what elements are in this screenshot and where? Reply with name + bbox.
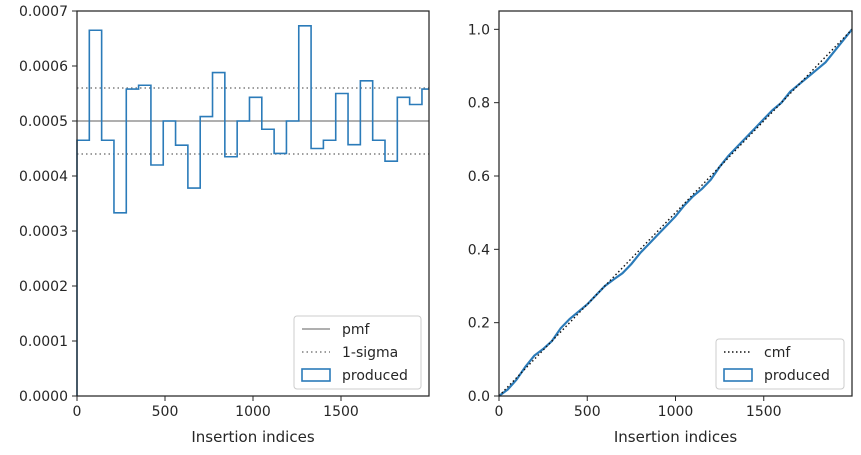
histogram-bin [237, 121, 249, 396]
legend-cmf-label: cmf [764, 345, 791, 361]
right-x-tick-label: 1000 [658, 404, 694, 420]
produced-cumulative-line [498, 28, 853, 397]
pmf-histogram-panel: 0 500 1000 1500 0.0000 0.0001 0.0002 0.0003 0.00… [19, 4, 430, 446]
right-y-tick-label: 0.2 [468, 316, 490, 332]
left-y-tick-label: 0.0006 [19, 59, 68, 75]
left-y-tick-label: 0.0000 [19, 389, 68, 405]
histogram-bin [89, 30, 101, 396]
legend-produced-label: produced [342, 368, 408, 384]
histogram-bin [274, 153, 286, 396]
left-x-axis-label: Insertion indices [191, 428, 314, 446]
histogram-bin [188, 188, 200, 396]
legend-produced-swatch [301, 368, 331, 382]
left-x-tick-label: 1500 [323, 404, 359, 420]
legend-pmf-label: pmf [342, 322, 371, 338]
histogram-bin [163, 121, 175, 396]
right-y-tick-label: 0.4 [468, 242, 490, 258]
left-x-tick-label: 0 [73, 404, 82, 420]
right-x-axis-label: Insertion indices [614, 428, 737, 446]
left-y-tick-label: 0.0004 [19, 169, 68, 185]
legend-produced-label: produced [764, 368, 830, 384]
histogram-bin [139, 85, 151, 396]
cmf-panel: 0 500 1000 1500 0.0 0.2 0.4 0.6 0.8 1.0 Insertion … [468, 10, 853, 446]
legend-sigma-label: 1-sigma [342, 345, 398, 361]
produced-histogram [76, 25, 429, 396]
histogram-bin [225, 157, 237, 396]
left-y-tick-label: 0.0003 [19, 224, 68, 240]
histogram-bin [422, 89, 429, 396]
histogram-bin [114, 213, 126, 396]
histogram-bin [126, 89, 138, 396]
right-x-tick-label: 1500 [746, 404, 782, 420]
right-y-tick-label: 0.6 [468, 169, 490, 185]
histogram-bin [77, 140, 89, 396]
left-x-tick-label: 1000 [235, 404, 271, 420]
right-y-tick-label: 0.0 [468, 389, 490, 405]
right-x-tick-label: 0 [495, 404, 504, 420]
histogram-bin [262, 129, 274, 396]
left-y-tick-label: 0.0005 [19, 114, 68, 130]
right-y-tick-label: 1.0 [468, 22, 490, 38]
left-y-tick-label: 0.0001 [19, 334, 68, 350]
right-axes-frame [498, 10, 853, 397]
right-x-tick-label: 500 [574, 404, 601, 420]
legend-produced-swatch [723, 368, 753, 382]
histogram-bin [200, 117, 212, 396]
right-y-tick-label: 0.8 [468, 96, 490, 112]
histogram-bin [249, 97, 261, 396]
histogram-bin [213, 73, 225, 396]
histogram-bin [151, 165, 163, 396]
histogram-bin [102, 140, 114, 396]
histogram-bin [176, 145, 188, 396]
left-y-tick-label: 0.0007 [19, 4, 68, 20]
left-legend [293, 315, 422, 390]
left-x-tick-label: 500 [152, 404, 179, 420]
left-y-tick-label: 0.0002 [19, 279, 68, 295]
cmf-line [498, 28, 853, 397]
